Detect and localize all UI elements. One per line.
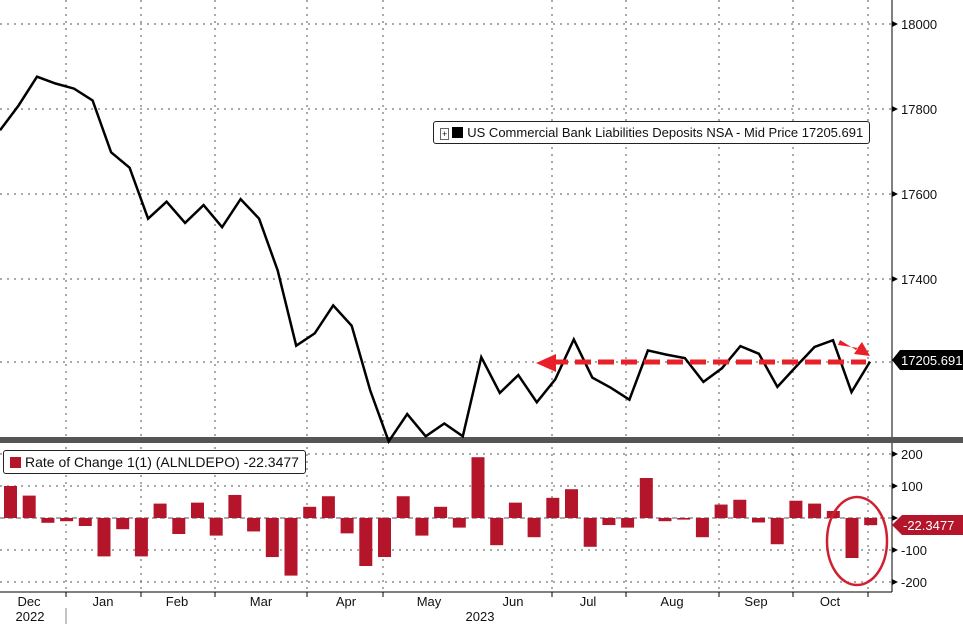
x-month-label: Feb <box>166 594 188 609</box>
y-tick-label: 100 <box>901 479 923 494</box>
x-month-label: May <box>417 594 442 609</box>
roc-bar <box>583 518 597 547</box>
x-month-label: Mar <box>250 594 273 609</box>
x-year-label: 2022 <box>16 609 45 624</box>
y-tick-label: 17600 <box>901 187 937 202</box>
arrow-head-left <box>536 354 556 372</box>
y-tick-label: 200 <box>901 447 923 462</box>
roc-bar <box>209 518 223 536</box>
deposits-line <box>0 75 872 445</box>
tick-arrow <box>892 191 898 197</box>
x-month-label: Dec <box>17 594 41 609</box>
roc-bar <box>602 518 616 526</box>
x-month-label: Sep <box>744 594 767 609</box>
roc-bar <box>752 518 765 523</box>
roc-bar <box>228 494 242 518</box>
roc-bar <box>508 502 522 518</box>
legend-bottom: Rate of Change 1(1) (ALNLDEPO) -22.3477 <box>3 450 306 474</box>
roc-bar <box>340 518 354 534</box>
y-tick-label: 17400 <box>901 272 937 287</box>
roc-bar <box>658 518 672 522</box>
legend-top-label: US Commercial Bank Liabilities Deposits … <box>467 125 864 140</box>
roc-bar <box>22 495 36 518</box>
roc-bar <box>303 506 317 518</box>
y-tick-label: -100 <box>901 543 927 558</box>
roc-bar <box>134 518 148 557</box>
highlight-circle <box>825 495 889 587</box>
roc-bar <box>116 518 130 530</box>
tick-arrow <box>892 579 898 585</box>
tick-arrow <box>892 451 898 457</box>
roc-bar <box>415 518 429 536</box>
x-month-label: Aug <box>660 594 683 609</box>
x-year-label: 2023 <box>466 609 495 624</box>
y-tick-label: -200 <box>901 575 927 590</box>
legend-swatch-red <box>10 457 21 468</box>
roc-bar <box>378 518 391 558</box>
roc-bar <box>471 457 485 518</box>
legend-swatch-black <box>452 127 464 138</box>
x-month-label: Jan <box>93 594 114 609</box>
roc-bar <box>172 518 186 534</box>
roc-bar <box>452 518 466 528</box>
roc-bar <box>284 518 298 576</box>
last-value-tag <box>892 350 963 370</box>
legend-top: + US Commercial Bank Liabilities Deposits… <box>433 121 871 144</box>
x-month-label: Oct <box>820 594 841 609</box>
last-value-label: 17205.691 <box>901 353 962 368</box>
roc-bar <box>490 518 504 546</box>
roc-bar <box>621 518 635 528</box>
roc-bar <box>359 518 373 566</box>
roc-bar <box>97 518 111 557</box>
legend-bottom-label: Rate of Change 1(1) (ALNLDEPO) -22.3477 <box>25 454 299 470</box>
x-month-label: Apr <box>336 594 357 609</box>
tick-arrow <box>892 276 898 282</box>
roc-bar <box>864 518 878 526</box>
tick-arrow <box>892 106 898 112</box>
roc-bar <box>808 503 822 518</box>
roc-bar <box>546 497 560 518</box>
tick-arrow <box>892 21 898 27</box>
expand-icon[interactable]: + <box>440 128 450 140</box>
tick-arrow <box>892 515 898 521</box>
roc-bar <box>4 486 17 518</box>
roc-bar <box>770 518 784 545</box>
roc-bar <box>714 504 728 518</box>
arrow-down-right <box>838 340 870 356</box>
roc-bar <box>565 489 578 518</box>
x-month-label: Jul <box>580 594 597 609</box>
roc-bar <box>639 478 653 518</box>
roc-bar <box>265 518 279 558</box>
roc-bar <box>396 496 410 518</box>
roc-bar <box>60 518 74 522</box>
last-roc-tag <box>892 515 963 535</box>
roc-bar <box>789 500 803 518</box>
roc-bar <box>677 518 691 520</box>
roc-bar <box>78 518 92 526</box>
x-month-label: Jun <box>503 594 524 609</box>
roc-bar <box>434 506 448 518</box>
last-roc-label: -22.3477 <box>903 518 954 533</box>
tick-arrow <box>892 483 898 489</box>
roc-bar <box>733 499 747 518</box>
roc-bar <box>191 502 204 518</box>
roc-bar <box>695 518 709 538</box>
tick-arrow <box>892 547 898 553</box>
roc-bar <box>845 518 859 558</box>
roc-bar <box>41 518 55 523</box>
panel-divider <box>0 437 963 443</box>
roc-bar <box>321 496 335 518</box>
roc-bar <box>527 518 541 538</box>
y-tick-label: 18000 <box>901 17 937 32</box>
roc-bar <box>247 518 261 532</box>
y-tick-label: 17800 <box>901 102 937 117</box>
roc-bar <box>153 503 167 518</box>
